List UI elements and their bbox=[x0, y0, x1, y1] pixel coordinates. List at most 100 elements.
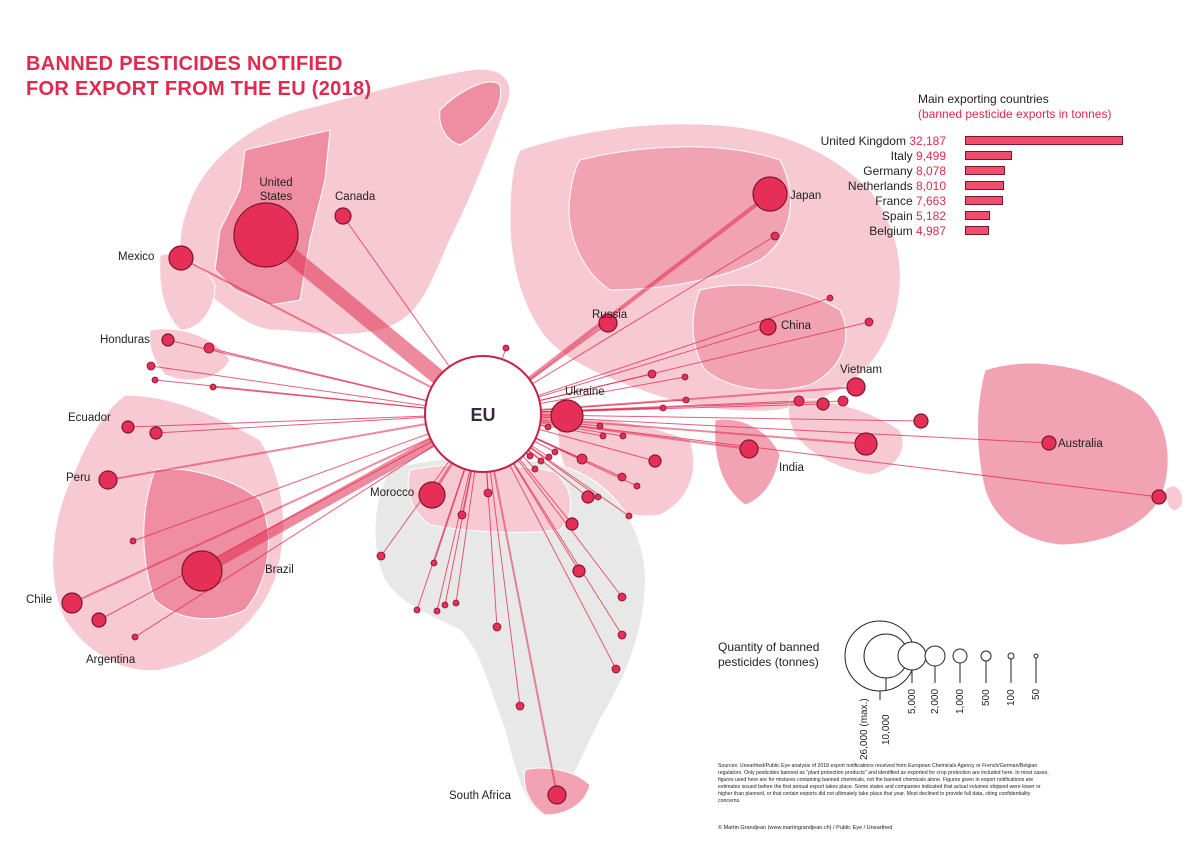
exporter-label: Germany 8,078 bbox=[863, 164, 946, 178]
destination-circle bbox=[864, 317, 874, 327]
destination-circle bbox=[531, 465, 539, 473]
label-united-states-line2: States bbox=[260, 191, 293, 203]
flow-line bbox=[134, 413, 484, 638]
exporter-row: Netherlands 8,010 bbox=[760, 179, 1190, 193]
destination-circle bbox=[334, 207, 352, 225]
legend-circle-50 bbox=[1033, 653, 1039, 659]
destination-circle bbox=[515, 701, 525, 711]
legend-circle-100 bbox=[1007, 652, 1015, 660]
destination-circle bbox=[547, 785, 567, 805]
destination-circle bbox=[545, 453, 553, 461]
exporter-country: France bbox=[875, 194, 913, 208]
destination-circle bbox=[149, 426, 163, 440]
exporter-country: Netherlands bbox=[847, 179, 913, 193]
flow-line bbox=[132, 413, 484, 542]
destination-circle bbox=[146, 361, 156, 371]
label-canada: Canada bbox=[335, 191, 376, 203]
size-legend-circles bbox=[844, 620, 1039, 700]
exporter-country: United Kingdom bbox=[820, 134, 906, 148]
size-legend-title: Quantity of banned pesticides (tonnes) bbox=[718, 640, 819, 670]
label-australia: Australia bbox=[1058, 438, 1103, 450]
destination-circle bbox=[752, 176, 788, 212]
size-legend-label-100: 100 bbox=[1006, 689, 1017, 706]
land-central-america bbox=[149, 328, 231, 381]
destination-circle bbox=[648, 454, 662, 468]
destination-circle bbox=[739, 439, 759, 459]
flow-line bbox=[482, 413, 867, 445]
destination-circle bbox=[837, 395, 849, 407]
destination-circle bbox=[576, 453, 588, 465]
destination-circle bbox=[544, 423, 552, 431]
destination-circle bbox=[483, 488, 493, 498]
exporter-value: 8,010 bbox=[912, 179, 946, 193]
destination-circle bbox=[203, 342, 215, 354]
eu-hub-circle bbox=[424, 355, 542, 473]
land-canada-east bbox=[439, 81, 502, 146]
exporter-value: 32,187 bbox=[905, 134, 946, 148]
destination-circle bbox=[433, 607, 441, 615]
label-vietnam: Vietnam bbox=[840, 364, 882, 376]
destination-circle bbox=[617, 592, 627, 602]
flow-line bbox=[482, 413, 558, 796]
flow-line bbox=[107, 413, 484, 481]
destination-circle bbox=[502, 344, 510, 352]
exporter-row: Germany 8,078 bbox=[760, 164, 1190, 178]
destination-circle bbox=[682, 396, 690, 404]
destination-circle bbox=[770, 231, 780, 241]
label-united-states-line1: United bbox=[259, 177, 292, 189]
destination-circle bbox=[913, 413, 929, 429]
exporter-bar bbox=[965, 151, 1012, 160]
label-honduras: Honduras bbox=[100, 334, 150, 346]
destination-circle bbox=[418, 481, 446, 509]
label-chile: Chile bbox=[26, 594, 52, 606]
flow-line bbox=[481, 192, 772, 416]
destination-circle bbox=[537, 457, 545, 465]
exporter-bar bbox=[965, 136, 1123, 145]
exporter-label: United Kingdom 32,187 bbox=[821, 134, 946, 148]
land-new-zealand bbox=[1164, 485, 1184, 511]
size-legend-label-500: 500 bbox=[981, 689, 992, 706]
flow-line bbox=[127, 413, 484, 428]
exporter-label: France 7,663 bbox=[875, 194, 946, 208]
destination-circle bbox=[596, 422, 604, 430]
label-south-africa: South Africa bbox=[449, 790, 512, 802]
map-title-line2: FOR EXPORT FROM THE EU (2018) bbox=[26, 78, 372, 100]
destination-circle bbox=[826, 294, 834, 302]
destination-circle bbox=[457, 510, 467, 520]
exporter-label: Netherlands 8,010 bbox=[848, 179, 946, 193]
destination-circle bbox=[1151, 489, 1167, 505]
flow-line bbox=[482, 297, 831, 415]
exporter-bar bbox=[965, 166, 1005, 175]
flow-line bbox=[71, 413, 484, 604]
eu-hub-label: EU bbox=[470, 405, 495, 425]
exporter-row: United Kingdom 32,187 bbox=[760, 134, 1190, 148]
exporter-row: Belgium 4,987 bbox=[760, 224, 1190, 238]
destination-dots-layer bbox=[61, 176, 1167, 805]
destination-circle bbox=[413, 606, 421, 614]
size-legend-label-26000: 26,000 (max.) bbox=[859, 698, 870, 760]
map-title-line1: BANNED PESTICIDES NOTIFIED bbox=[26, 53, 343, 75]
destination-circle bbox=[599, 432, 607, 440]
exporter-label: Belgium 4,987 bbox=[869, 224, 946, 238]
destination-circle bbox=[91, 612, 107, 628]
exporter-country: Germany bbox=[863, 164, 913, 178]
exporter-value: 8,078 bbox=[912, 164, 946, 178]
destination-circle bbox=[581, 490, 595, 504]
land-layer bbox=[52, 68, 1184, 816]
label-japan: Japan bbox=[790, 190, 821, 202]
destination-circle bbox=[846, 377, 866, 397]
destination-circle bbox=[550, 399, 584, 433]
exporter-bar bbox=[965, 226, 990, 235]
exporter-label: Spain 5,182 bbox=[882, 209, 946, 223]
exporter-country: Italy bbox=[890, 149, 913, 163]
destination-circle bbox=[121, 420, 135, 434]
exporters-heading-subtitle: (banned pesticide exports in tonnes) bbox=[918, 107, 1112, 121]
size-legend-title-line2: pesticides (tonnes) bbox=[718, 655, 819, 669]
destination-circle bbox=[98, 470, 118, 490]
destination-circle bbox=[131, 633, 139, 641]
destination-circle bbox=[1041, 435, 1057, 451]
destination-circle bbox=[659, 404, 667, 412]
exporter-label: Italy 9,499 bbox=[891, 149, 946, 163]
exporter-country: Spain bbox=[881, 209, 913, 223]
